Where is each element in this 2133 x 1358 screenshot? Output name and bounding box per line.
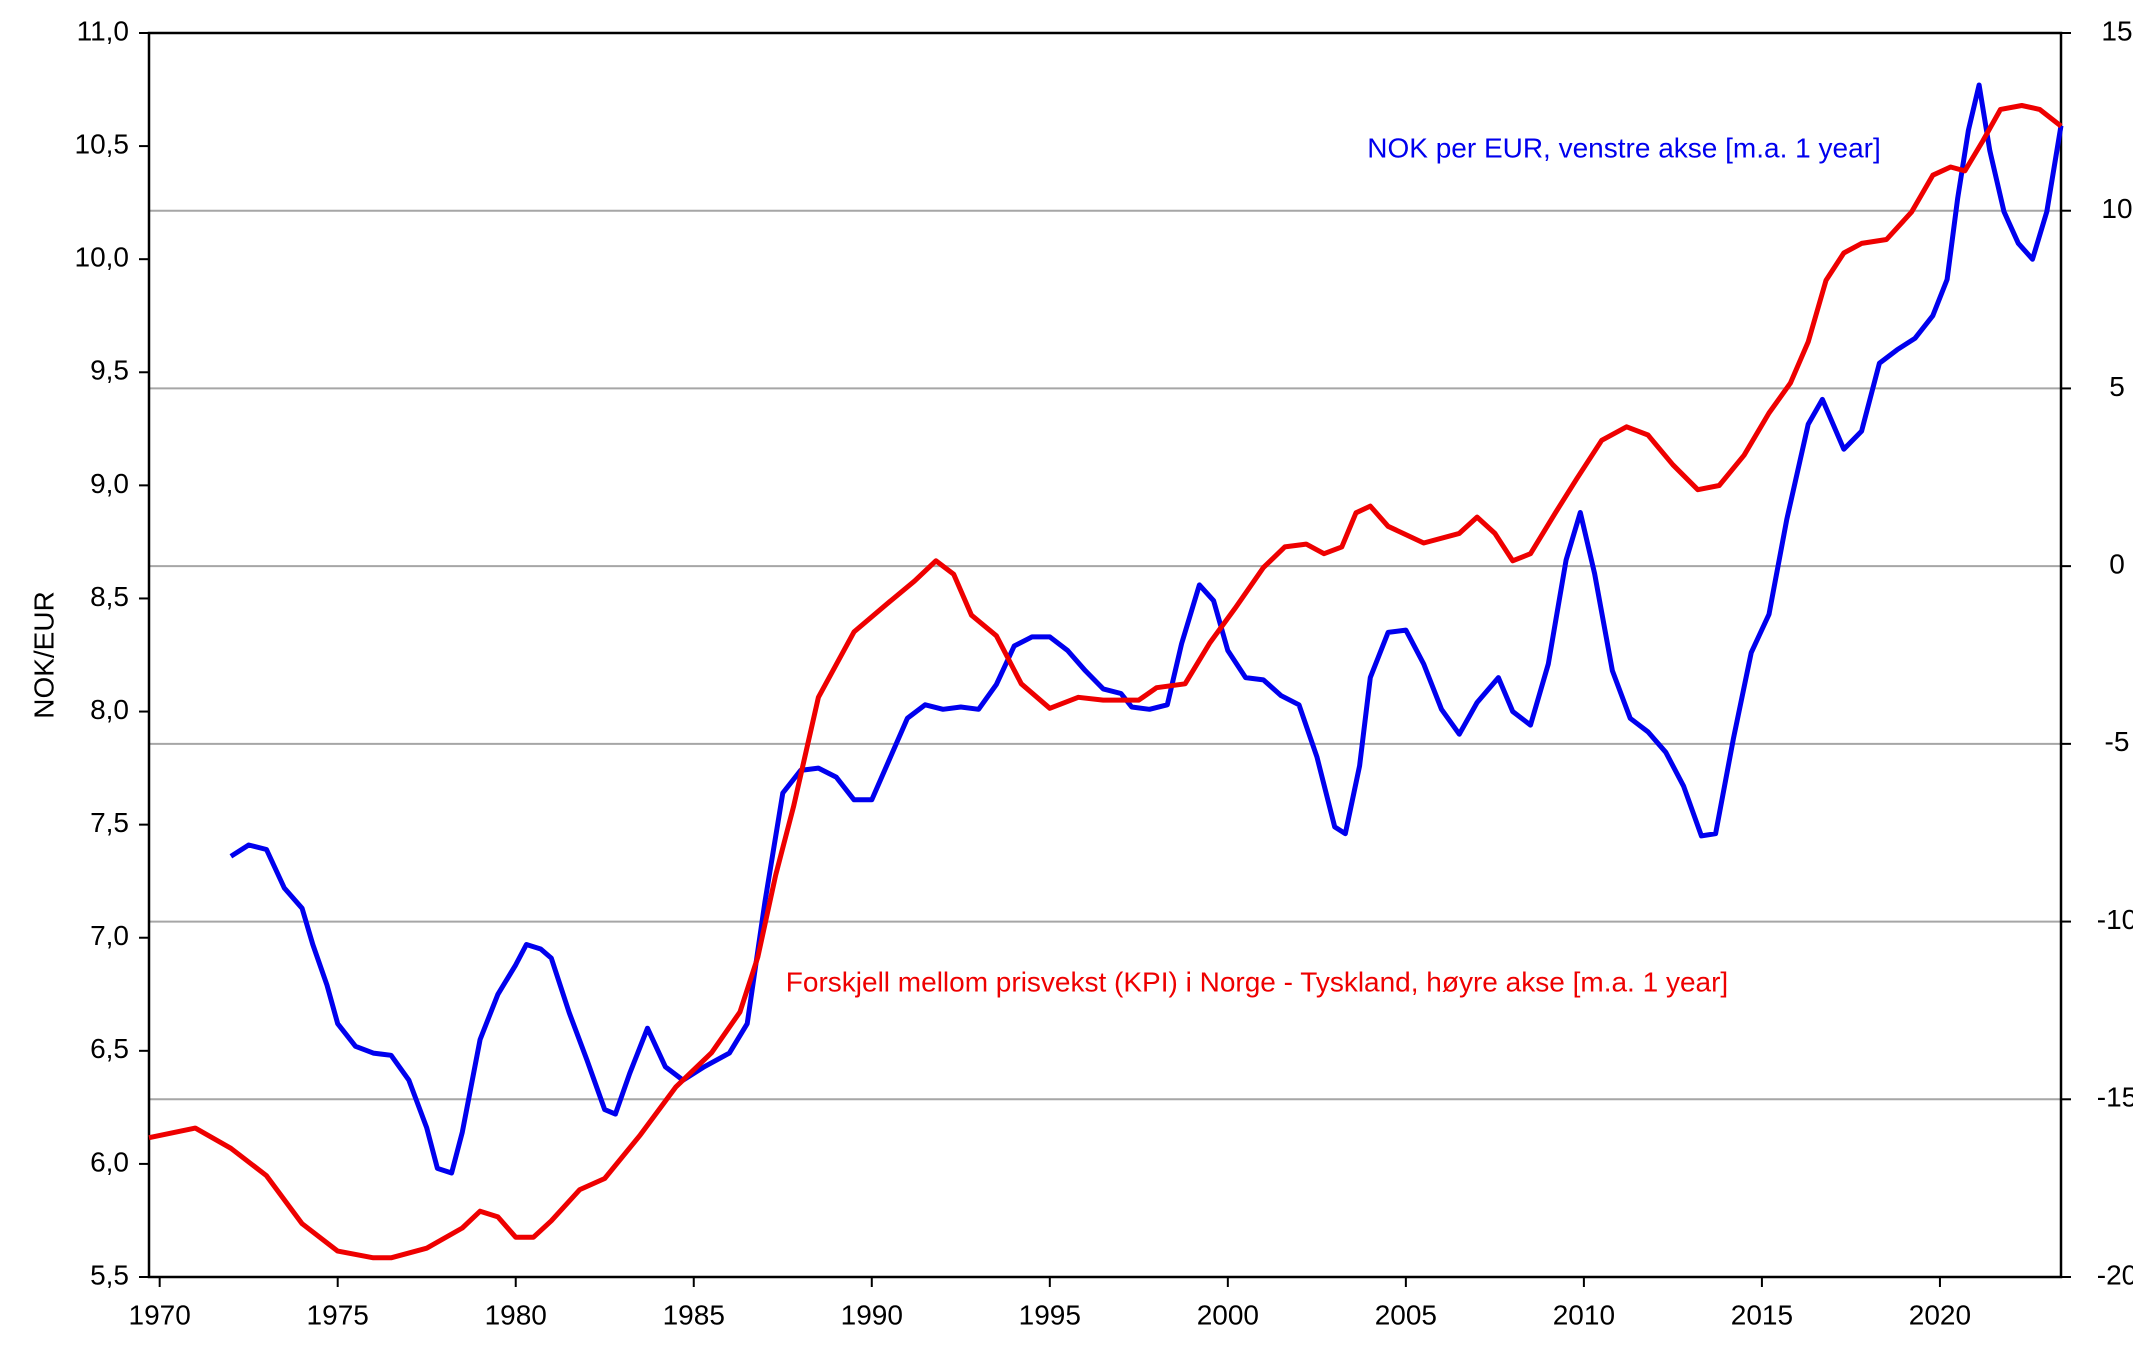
y2-tick-label: -15	[2097, 1082, 2133, 1113]
x-tick-label: 1975	[307, 1299, 369, 1330]
x-tick-label: 1995	[1019, 1299, 1081, 1330]
y-tick-label: 10,5	[75, 128, 130, 159]
y-tick-label: 11,0	[77, 15, 129, 46]
y-tick-label: 6,5	[90, 1033, 129, 1064]
y2-tick-label: 15	[2101, 15, 2132, 46]
x-tick-label: 1980	[485, 1299, 547, 1330]
x-tick-label: 2010	[1553, 1299, 1615, 1330]
y-axis-label: NOK/EUR	[28, 591, 59, 719]
series-line	[148, 103, 2063, 1261]
series-line	[229, 82, 2064, 1176]
x-tick-label: 1985	[663, 1299, 725, 1330]
legend-label: Forskjell mellom prisvekst (KPI) i Norge…	[786, 966, 1728, 997]
y2-tick-label: 0	[2109, 549, 2125, 580]
y2-tick-label: -10	[2097, 904, 2133, 935]
x-tick-label: 1990	[841, 1299, 903, 1330]
y-tick-label: 7,5	[90, 807, 129, 838]
plot-frame	[147, 31, 2063, 1279]
x-tick-label: 2020	[1909, 1299, 1971, 1330]
legend-label: NOK per EUR, venstre akse [m.a. 1 year]	[1367, 132, 1881, 163]
y2-tick-label: 5	[2109, 371, 2125, 402]
x-tick-label: 2005	[1375, 1299, 1437, 1330]
y2-tick-label: -20	[2097, 1259, 2133, 1290]
y-tick-label: 9,0	[90, 468, 129, 499]
y-tick-label: 5,5	[90, 1259, 129, 1290]
x-tick-label: 2015	[1731, 1299, 1793, 1330]
y-tick-label: 8,0	[90, 694, 129, 725]
y2-tick-label: -5	[2105, 726, 2130, 757]
y2-tick-label: 10	[2101, 193, 2132, 224]
y-tick-label: 10,0	[75, 242, 130, 273]
x-tick-label: 1970	[129, 1299, 191, 1330]
y-tick-label: 9,5	[90, 355, 129, 386]
y-tick-label: 8,5	[90, 581, 129, 612]
y-tick-label: 7,0	[90, 920, 129, 951]
x-tick-label: 2000	[1197, 1299, 1259, 1330]
y-tick-label: 6,0	[90, 1146, 129, 1177]
